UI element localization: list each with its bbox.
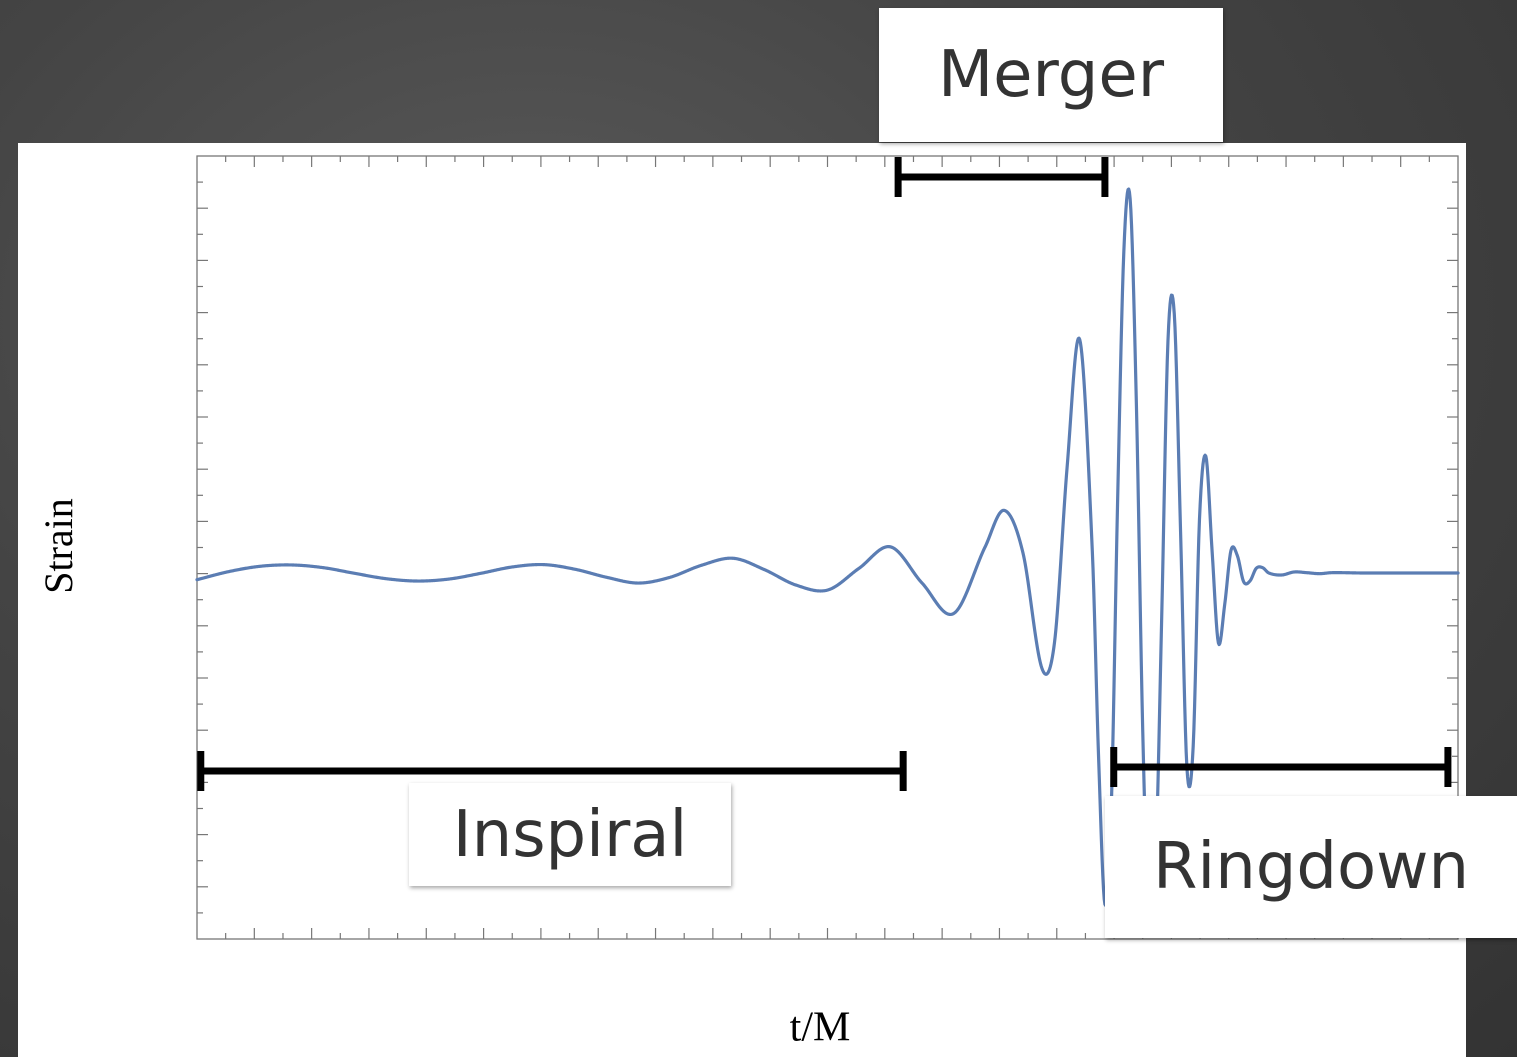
y-axis-label: Strain — [36, 498, 81, 594]
waveform-chart: Strain t/M — [36, 155, 1460, 1051]
x-axis-label: t/M — [790, 1005, 851, 1051]
bracket-inspiral — [197, 751, 907, 791]
merger-label: Merger — [879, 8, 1223, 142]
ringdown-label: Ringdown — [1105, 796, 1517, 938]
phase-brackets — [197, 157, 1452, 791]
chart-panel: Strain t/M — [18, 143, 1466, 1057]
inspiral-label: Inspiral — [409, 783, 731, 886]
bracket-ringdown — [1110, 747, 1452, 787]
strain-waveform-line — [195, 187, 1460, 935]
bracket-merger — [894, 157, 1109, 197]
